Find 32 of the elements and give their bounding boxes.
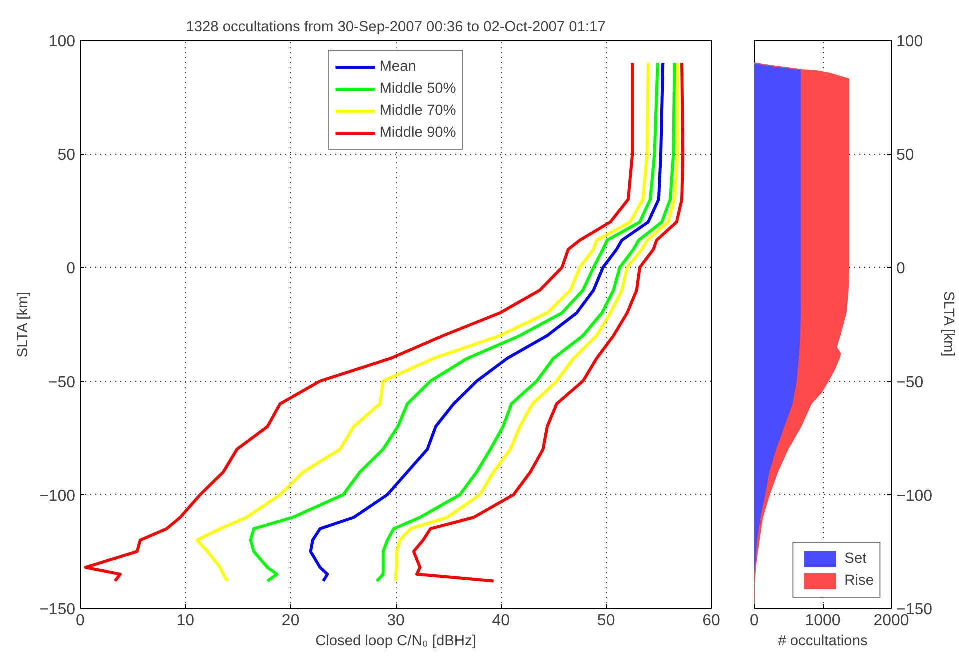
y-tick-label: 100 (896, 34, 924, 50)
legend-label: Mean (380, 59, 416, 75)
line-series (84, 62, 634, 583)
y-tick-label: −100 (39, 488, 76, 505)
x-tick-label: 50 (597, 612, 616, 630)
y-tick-label: 0 (896, 260, 906, 278)
line-series (309, 62, 665, 583)
legend-label: Middle 50% (380, 81, 456, 97)
y-tick-label: 0 (66, 260, 76, 278)
y-tick-label: −50 (896, 374, 924, 392)
y-axis-title: SLTA [km] (940, 291, 957, 357)
x-tick-label: 40 (492, 612, 510, 630)
x-tick-label: 1000 (805, 612, 841, 630)
legend-label: Middle 90% (380, 125, 456, 141)
x-tick-label: 60 (702, 612, 720, 630)
legend-label: Set (844, 551, 867, 567)
y-tick-label: −150 (39, 602, 76, 618)
x-tick-label: 0 (750, 612, 760, 630)
x-axis-title: # occultations (778, 634, 868, 650)
y-tick-label: 50 (896, 147, 914, 164)
x-tick-label: 20 (282, 612, 300, 630)
y-tick-label: −100 (896, 488, 933, 505)
x-tick-label: 30 (387, 612, 405, 630)
x-tick-label: 10 (176, 612, 195, 630)
y-tick-label: 100 (48, 34, 76, 50)
y-tick-label: 50 (58, 147, 76, 164)
legend-label: Middle 70% (380, 103, 456, 119)
y-axis-title: SLTA [km] (15, 292, 32, 358)
chart-title: 1328 occultations from 30-Sep-2007 00:36 to 02-Oct-2007 01:17 (186, 20, 606, 36)
x-axis-title: Closed loop C/N₀ [dBHz] (316, 634, 476, 650)
y-tick-label: −50 (48, 374, 76, 392)
legend-label: Rise (844, 573, 874, 589)
